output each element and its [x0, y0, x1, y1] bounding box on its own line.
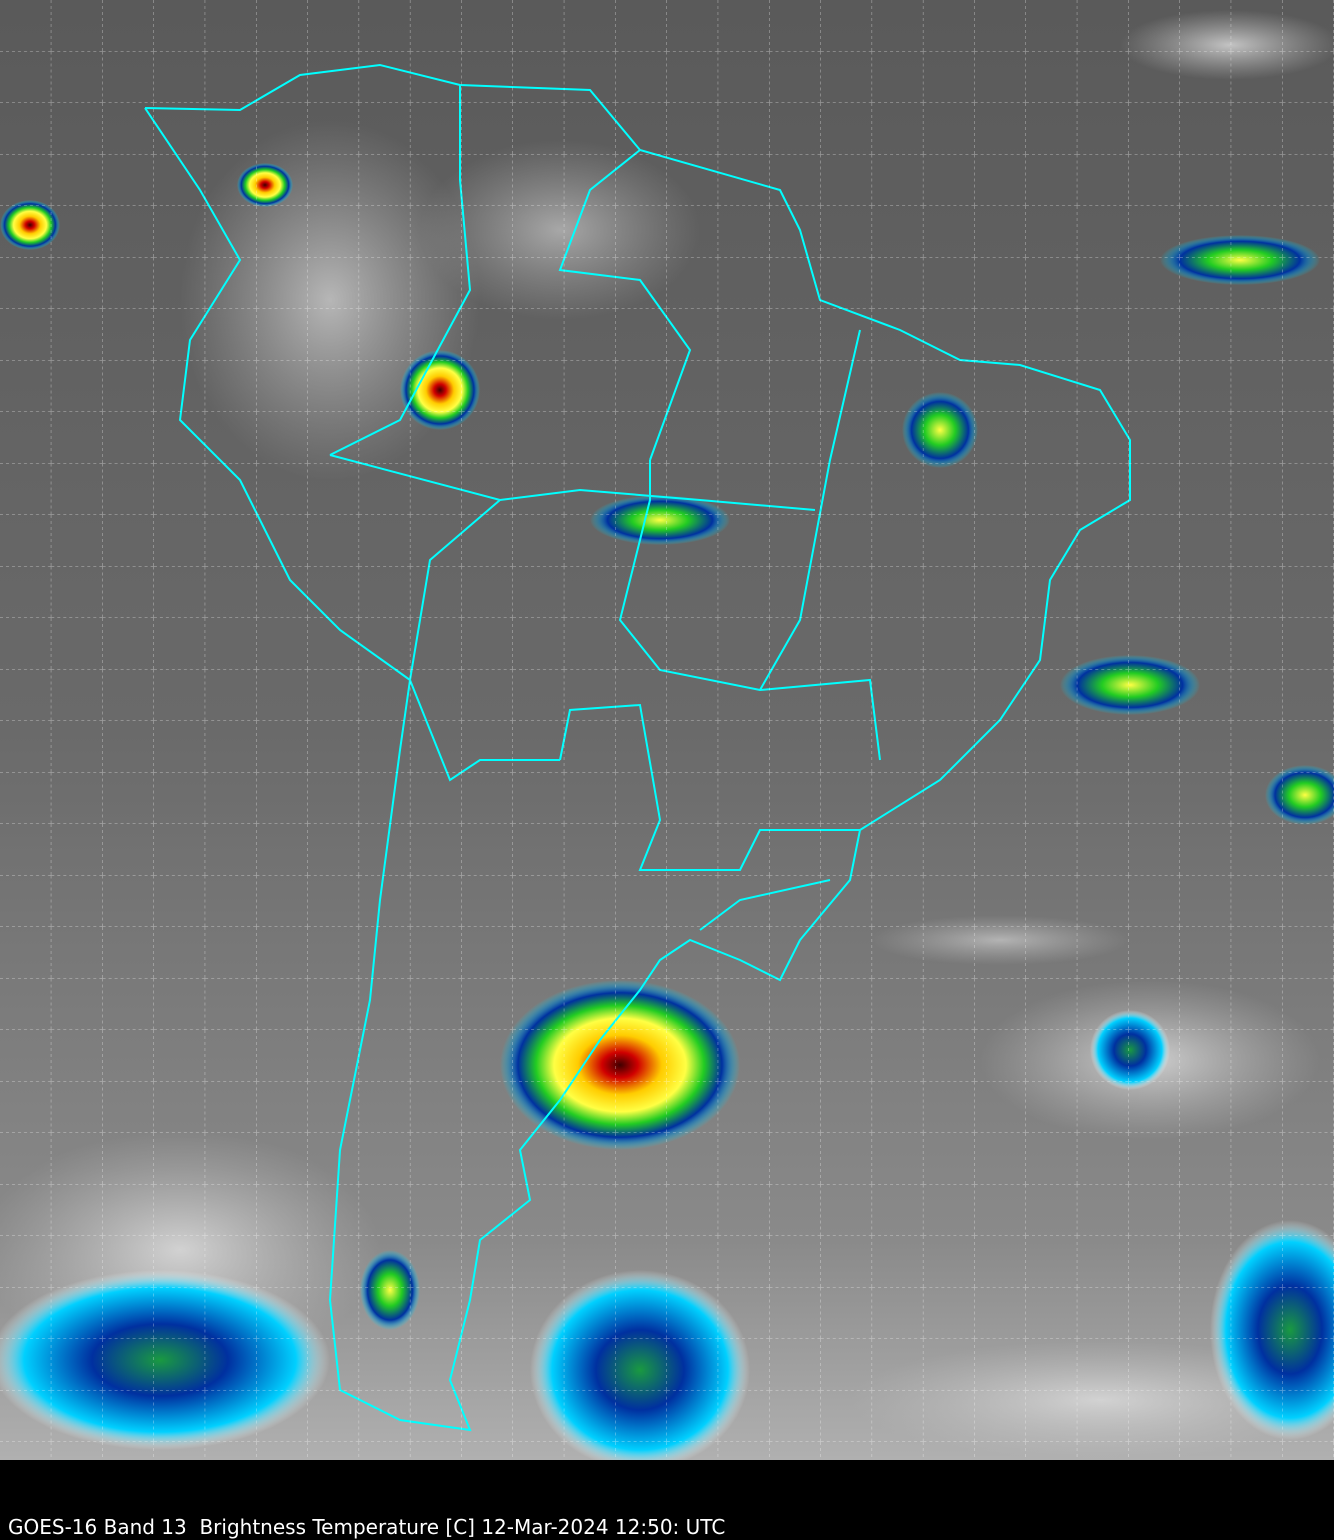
- lat-lon-grid: [0, 0, 1334, 1460]
- satellite-imagery: [0, 0, 1334, 1460]
- image-caption: GOES-16 Band 13 Brightness Temperature […: [8, 1515, 726, 1539]
